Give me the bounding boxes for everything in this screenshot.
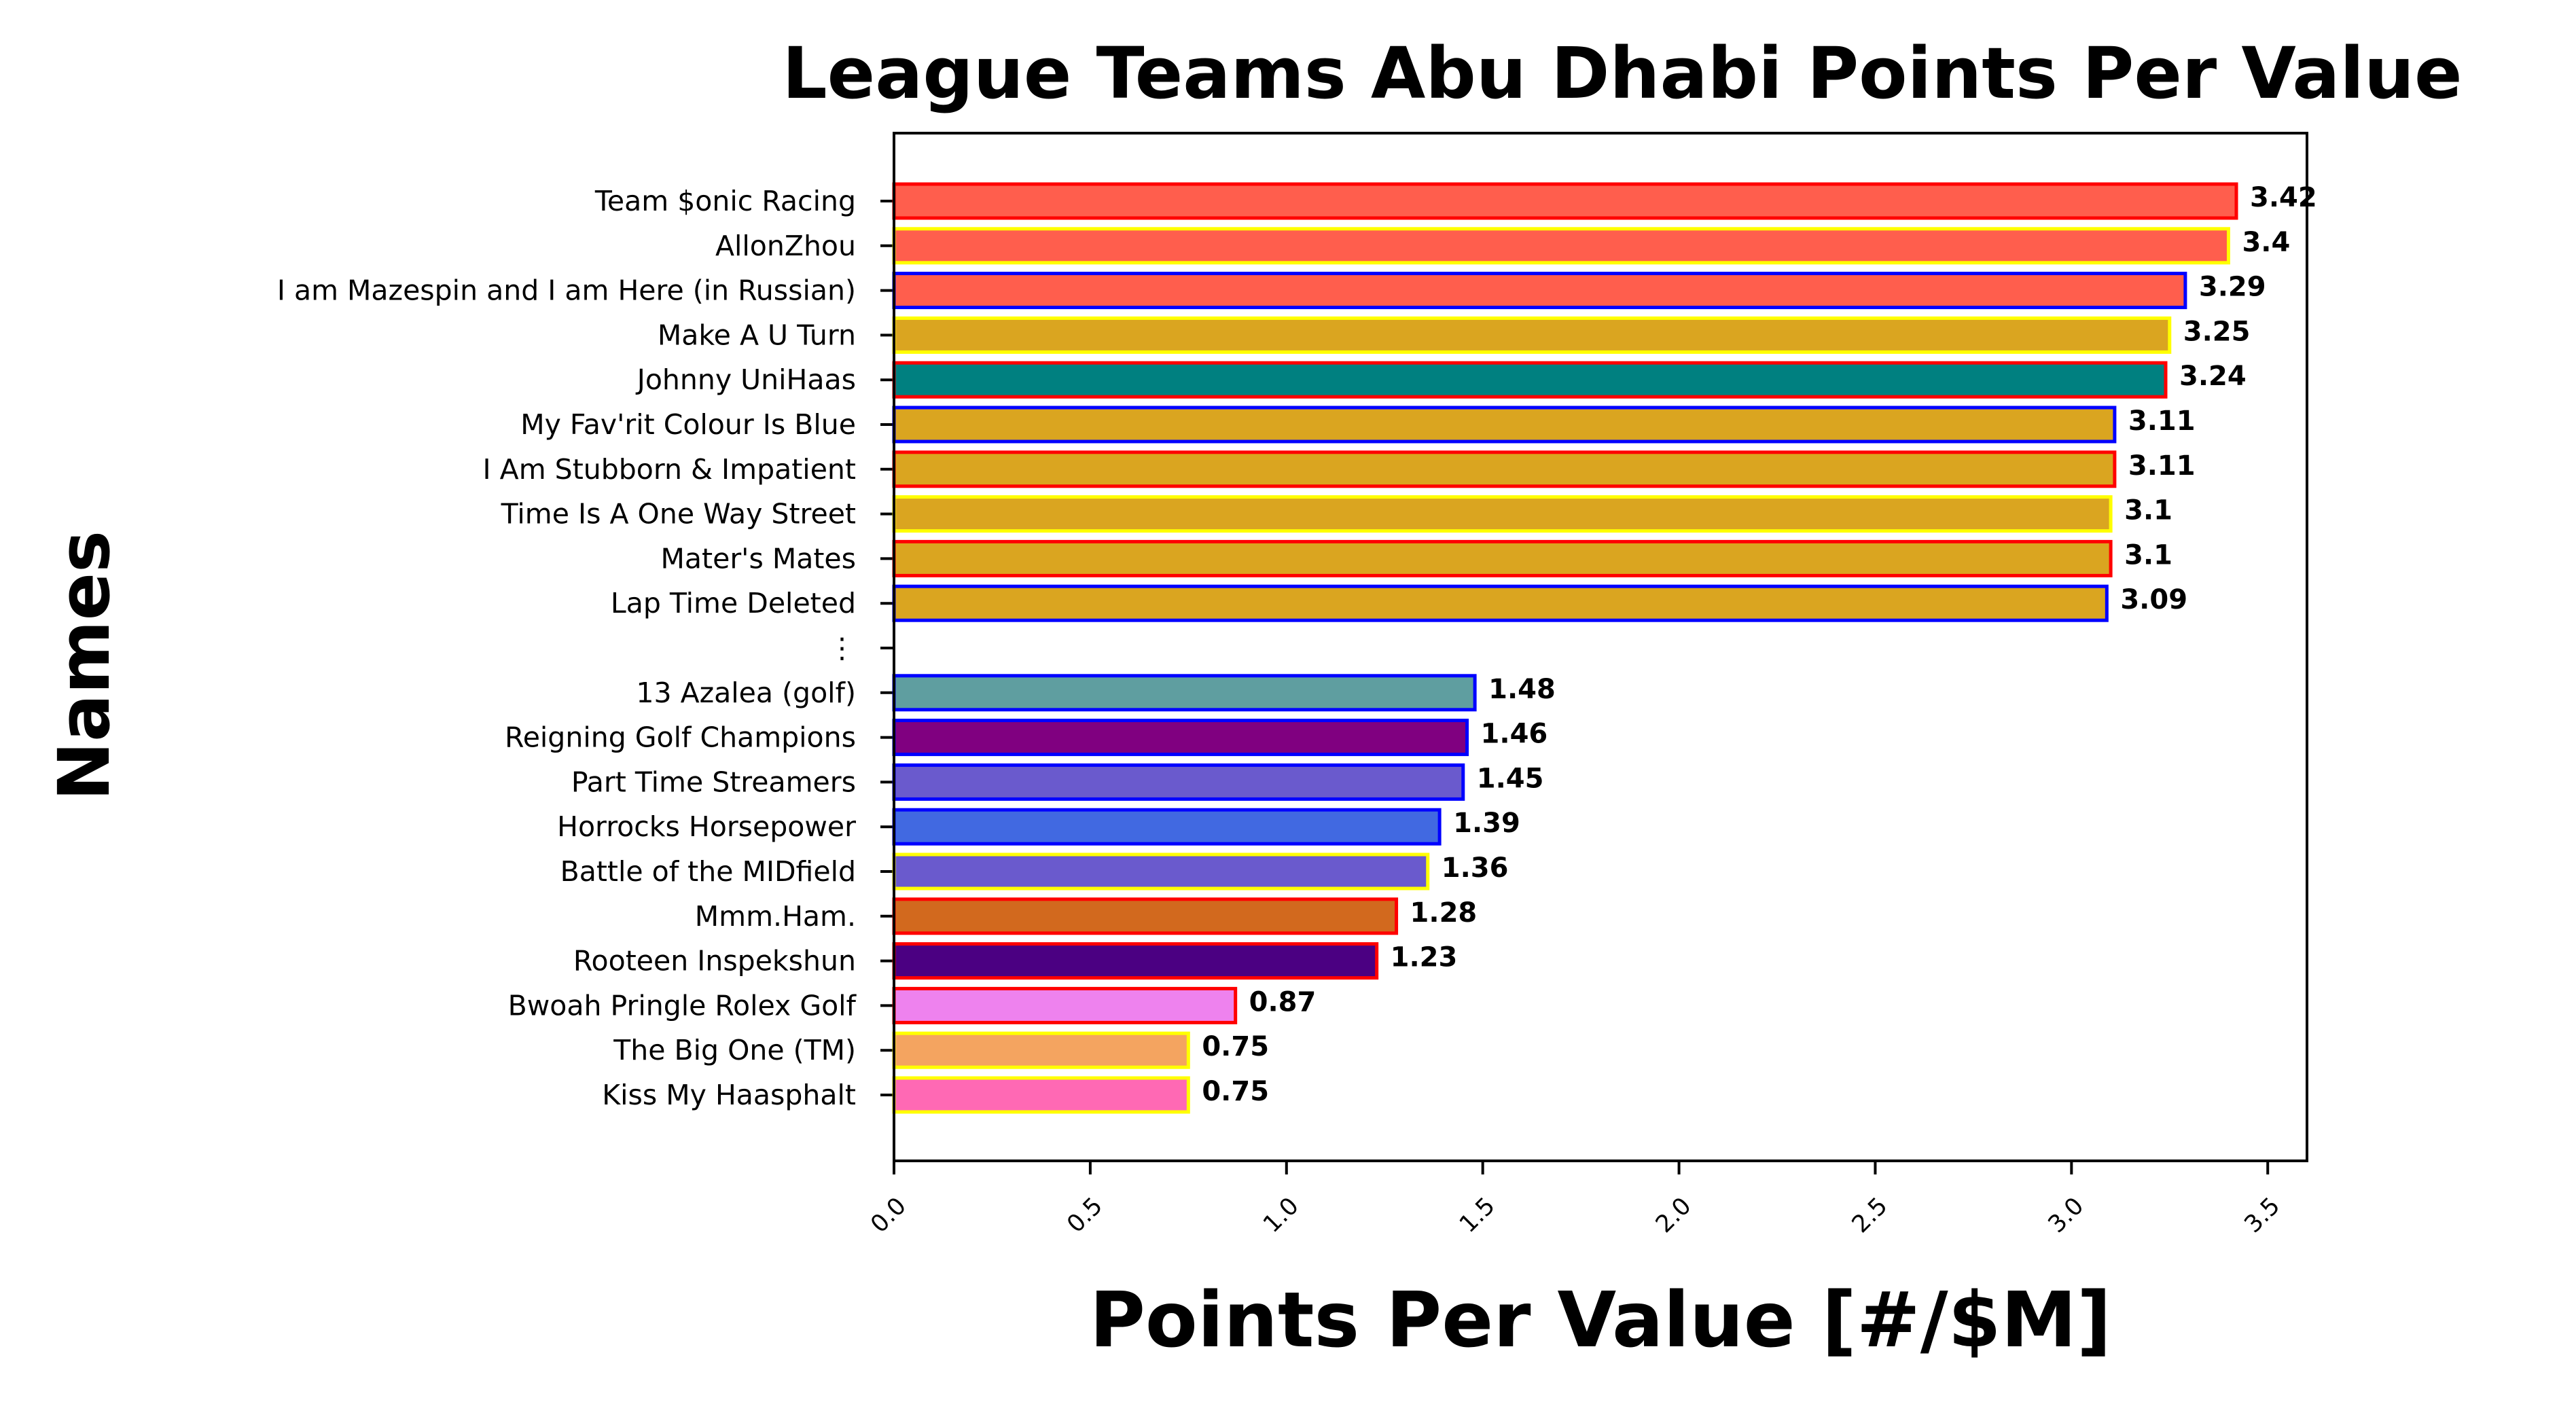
- bar: [892, 852, 1430, 891]
- bar: [892, 1076, 1190, 1114]
- data-label: 1.36: [1442, 852, 1509, 884]
- bar: [892, 406, 2117, 444]
- y-tick-label: Team $onic Racing: [594, 185, 856, 217]
- bar: [892, 942, 1379, 980]
- x-axis-label: Points Per Value [#/$M]: [1090, 1276, 2111, 1365]
- chart-title: League Teams Abu Dhabi Points Per Value: [782, 32, 2462, 115]
- data-label: 3.24: [2179, 361, 2247, 392]
- y-tick-label: AllonZhou: [715, 230, 856, 262]
- y-tick-label: Bwoah Pringle Rolex Golf: [508, 989, 857, 1022]
- bar: [892, 808, 1442, 846]
- x-tick-label: 2.0: [1651, 1192, 1697, 1238]
- x-tick-label: 0.0: [865, 1192, 912, 1238]
- x-tick-label: 1.5: [1454, 1192, 1501, 1238]
- y-tick-label: 13 Azalea (golf): [636, 677, 856, 709]
- y-tick-label: Lap Time Deleted: [611, 587, 856, 619]
- bar: [892, 584, 2109, 622]
- y-tick-label: I Am Stubborn & Impatient: [483, 453, 856, 486]
- data-label: 3.11: [2128, 450, 2196, 482]
- bar: [892, 227, 2230, 265]
- x-tick-label: 3.0: [2043, 1192, 2090, 1238]
- bar: [892, 719, 1469, 757]
- data-label: 0.75: [1202, 1076, 1269, 1107]
- y-tick-label: Battle of the MIDfield: [560, 855, 856, 888]
- x-tick-label: 2.5: [1847, 1192, 1893, 1238]
- y-tick-label: Mmm.Ham.: [695, 900, 856, 933]
- y-tick-label: Part Time Streamers: [571, 766, 856, 798]
- bar: [892, 674, 1477, 712]
- bar: [892, 272, 2187, 310]
- data-label: 3.09: [2120, 584, 2187, 615]
- bar: [892, 763, 1465, 801]
- plot-frame: [893, 132, 2308, 1162]
- y-tick-label: The Big One (TM): [613, 1034, 856, 1066]
- data-label: 1.28: [1410, 897, 1478, 929]
- y-tick-label: ⋮: [828, 632, 856, 664]
- y-tick-label: My Fav'rit Colour Is Blue: [520, 408, 856, 441]
- data-label: 1.48: [1488, 674, 1556, 705]
- data-label: 3.1: [2124, 539, 2172, 571]
- y-tick-label: Johnny UniHaas: [635, 363, 856, 396]
- data-label: 1.45: [1477, 763, 1544, 794]
- y-tick-label: I am Mazespin and I am Here (in Russian): [277, 274, 856, 307]
- bar: [892, 1031, 1190, 1069]
- y-tick-label: Reigning Golf Champions: [505, 721, 856, 754]
- data-label: 3.4: [2242, 227, 2290, 258]
- data-label: 1.39: [1453, 808, 1520, 839]
- data-label: 1.23: [1391, 942, 1458, 973]
- x-tick-label: 0.5: [1062, 1192, 1108, 1238]
- bar: [892, 182, 2238, 220]
- y-tick-label: Kiss My Haasphalt: [602, 1079, 856, 1111]
- bar: [892, 986, 1238, 1024]
- data-label: 3.25: [2183, 316, 2251, 347]
- y-tick-label: Time Is A One Way Street: [501, 498, 856, 531]
- x-tick-label: 1.0: [1258, 1192, 1304, 1238]
- data-label: 0.75: [1202, 1031, 1269, 1062]
- data-label: 3.29: [2199, 272, 2266, 303]
- y-axis-label: Names: [43, 531, 126, 801]
- data-label: 3.1: [2124, 495, 2172, 526]
- y-tick-label: Make A U Turn: [658, 319, 856, 351]
- bar: [892, 495, 2113, 533]
- y-tick-label: Rooteen Inspekshun: [573, 945, 856, 977]
- y-tick-label: Horrocks Horsepower: [557, 810, 856, 843]
- bar: [892, 897, 1399, 935]
- data-label: 1.46: [1481, 719, 1548, 750]
- data-label: 0.87: [1249, 986, 1317, 1018]
- x-tick-label: 3.5: [2240, 1192, 2286, 1238]
- bar: [892, 316, 2172, 354]
- y-tick-label: Mater's Mates: [661, 542, 856, 575]
- bar: [892, 450, 2117, 488]
- bar: [892, 539, 2113, 577]
- data-label: 3.11: [2128, 406, 2196, 437]
- bar: [892, 361, 2168, 399]
